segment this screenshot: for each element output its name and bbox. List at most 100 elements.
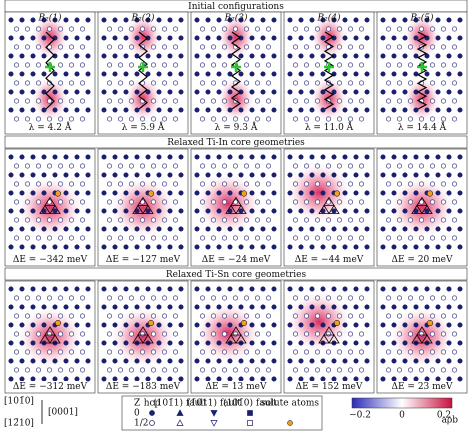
atom <box>173 199 179 205</box>
atom <box>222 235 228 241</box>
atom <box>320 71 326 77</box>
atom <box>118 80 124 86</box>
atom <box>298 340 304 346</box>
legend-column: (1̄011) fault <box>187 398 241 409</box>
atom <box>178 53 184 59</box>
atom <box>287 322 293 328</box>
atom <box>145 376 151 382</box>
atom <box>19 304 25 310</box>
atom <box>30 89 36 95</box>
atom <box>8 304 14 310</box>
atom <box>129 181 135 187</box>
atom <box>112 358 118 364</box>
atom <box>140 116 146 122</box>
atom <box>342 71 348 77</box>
atom <box>451 181 457 187</box>
atom <box>413 226 419 232</box>
atom <box>418 181 424 187</box>
atom <box>173 163 179 169</box>
atom <box>364 304 370 310</box>
atom <box>238 154 244 160</box>
dislocation-line <box>138 31 148 110</box>
atom <box>314 199 320 205</box>
atom <box>457 89 463 95</box>
atom <box>402 35 408 41</box>
atom <box>35 163 41 169</box>
atom <box>156 286 162 292</box>
atom <box>63 226 69 232</box>
atom <box>331 226 337 232</box>
atom <box>151 80 157 86</box>
atom <box>52 154 58 160</box>
atom <box>80 80 86 86</box>
atom <box>292 181 298 187</box>
atom <box>205 340 211 346</box>
atom <box>194 71 200 77</box>
atom <box>391 53 397 59</box>
atom <box>129 217 135 223</box>
atom <box>112 376 118 382</box>
atom <box>30 71 36 77</box>
atom <box>145 226 151 232</box>
atom <box>457 107 463 113</box>
atom <box>287 154 293 160</box>
atom <box>118 116 124 122</box>
atom <box>112 17 118 23</box>
atom <box>440 163 446 169</box>
atom <box>107 116 113 122</box>
atom <box>391 172 397 178</box>
atom <box>342 107 348 113</box>
atom <box>396 26 402 32</box>
atom <box>101 89 107 95</box>
atom <box>129 116 135 122</box>
atom <box>298 71 304 77</box>
atom <box>216 107 222 113</box>
atom <box>451 44 457 50</box>
atom <box>167 322 173 328</box>
atom <box>418 26 424 32</box>
atom <box>457 304 463 310</box>
atom <box>347 349 353 355</box>
atom <box>451 217 457 223</box>
atom <box>336 181 342 187</box>
atom <box>429 181 435 187</box>
atom <box>380 17 386 23</box>
core-triangles <box>225 196 247 215</box>
atom <box>74 208 80 214</box>
atom <box>107 181 113 187</box>
atom <box>30 376 36 382</box>
atom <box>303 98 309 104</box>
atom <box>107 217 113 223</box>
atom <box>336 163 342 169</box>
atom <box>57 98 63 104</box>
atom <box>167 358 173 364</box>
atom <box>435 35 441 41</box>
atom <box>457 53 463 59</box>
column-label: B₂(4) <box>317 13 341 24</box>
atom <box>451 331 457 337</box>
atom <box>178 358 184 364</box>
atom <box>30 172 36 178</box>
atom <box>255 163 261 169</box>
atom <box>173 62 179 68</box>
atom <box>435 190 441 196</box>
atom <box>380 172 386 178</box>
atom <box>101 35 107 41</box>
atom <box>342 226 348 232</box>
atom <box>35 313 41 319</box>
atom <box>440 62 446 68</box>
atom <box>309 53 315 59</box>
atom <box>402 244 408 250</box>
atom <box>429 80 435 86</box>
atom <box>8 376 14 382</box>
atom <box>85 107 91 113</box>
atom <box>429 367 435 373</box>
atom <box>162 181 168 187</box>
atom <box>30 304 36 310</box>
atom <box>320 35 326 41</box>
atom <box>74 190 80 196</box>
solute-atom <box>147 190 155 197</box>
atom <box>347 217 353 223</box>
atom <box>216 172 222 178</box>
atom <box>260 340 266 346</box>
